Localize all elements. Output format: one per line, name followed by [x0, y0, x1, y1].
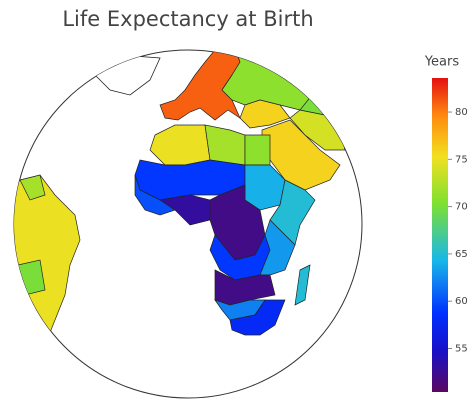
region [19, 174, 46, 201]
colorbar-tick-label: 75 [455, 154, 468, 165]
region [294, 264, 311, 306]
region [259, 219, 296, 276]
colorbar-tick-label: 65 [455, 249, 468, 260]
land [14, 50, 356, 376]
chart-title: Life Expectancy at Birth [62, 7, 313, 31]
colorbar-tick-label: 55 [455, 343, 468, 354]
colorbar-tick-label: 80 [455, 107, 468, 118]
colorbar-tick-label: 60 [455, 296, 468, 307]
region [134, 174, 176, 216]
region [244, 134, 271, 166]
colorbar [432, 78, 448, 392]
colorbar-tick-label: 70 [455, 202, 468, 213]
colorbar-title: Years [424, 55, 460, 70]
region [239, 99, 291, 129]
region [229, 299, 286, 336]
